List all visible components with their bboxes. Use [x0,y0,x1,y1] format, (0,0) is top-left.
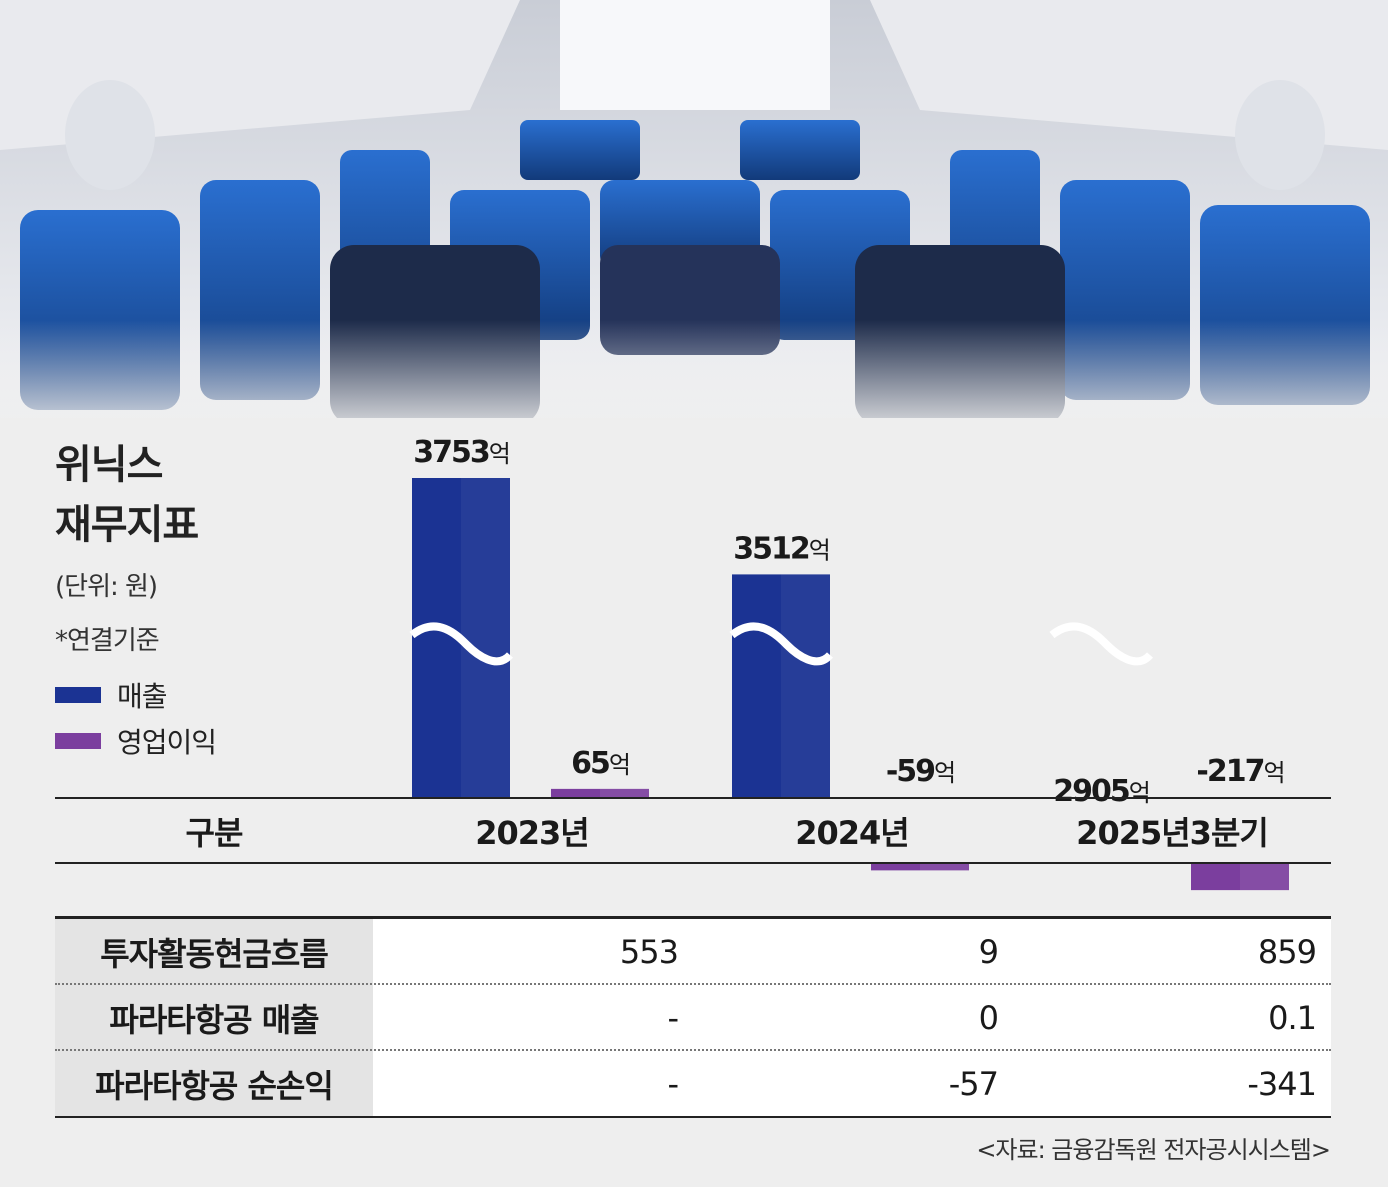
cell-parata-net-2023: - [667,1065,679,1103]
cell-investment-2024: 9 [978,933,999,971]
data-label-revenue-0: 3753억 [413,435,509,470]
row-divider [55,983,1331,985]
table-top-rule [55,797,1331,799]
legend-label-revenue: 매출 [117,680,168,713]
cell-investment-2025q3: 859 [1257,933,1317,971]
legend-item-operating-profit: 영업이익 [55,721,217,761]
axis-break-wave-2 [1049,622,1154,666]
bar-revenue-1 [732,574,830,797]
table-bottom-rule [55,1116,1331,1118]
bar-operating-profit-2 [1191,863,1289,891]
cell-parata-revenue-2024: 0 [978,999,999,1037]
data-label-operating-profit-2: -217억 [1196,754,1283,789]
chart-title-line-2: 재무지표 [55,502,199,548]
bar-operating-profit-1 [871,863,969,871]
data-label-revenue-1: 3512억 [733,531,829,566]
chart-title-line-1: 위닉스 [55,442,163,488]
source-note: <자료: 금융감독원 전자공시시스템> [976,1136,1331,1164]
table-header-label: 구분 [185,814,244,852]
legend-swatch-operating-profit [55,733,101,749]
basis-note: *연결기준 [55,626,160,656]
legend-label-operating-profit: 영업이익 [117,726,217,759]
data-label-operating-profit-0: 65억 [571,746,629,781]
row-divider [55,1049,1331,1051]
legend-swatch-revenue [55,687,101,703]
bar-operating-profit-0 [551,788,649,797]
category-label-2023: 2023년 [475,814,590,852]
bar-operating-profit-shade-1 [920,863,969,871]
data-label-operating-profit-1: -59억 [886,754,954,789]
axis-break-wave-0 [409,622,514,666]
cell-parata-net-2025q3: -341 [1247,1065,1317,1103]
data-label-revenue-2: 2905억 [1053,774,1149,809]
bar-revenue-shade-1 [781,574,830,797]
cell-parata-revenue-2025q3: 0.1 [1268,999,1317,1037]
bar-operating-profit-shade-0 [600,788,649,797]
cell-parata-revenue-2023: - [667,999,679,1037]
row-label-investment-cashflow: 투자활동현금흐름 [55,919,373,985]
category-label-2024: 2024년 [795,814,910,852]
cell-investment-2023: 553 [619,933,679,971]
cell-parata-net-2024: -57 [948,1065,999,1103]
bar-revenue-shade-0 [461,478,510,797]
row-label-parata-net-income: 파라타항공 순손익 [55,1051,373,1117]
table-row [373,919,1331,985]
category-label-2025q3: 2025년3분기 [1076,814,1269,852]
header-bottom-rule [55,862,1331,864]
table-row [373,1051,1331,1117]
row-label-parata-revenue: 파라타항공 매출 [55,985,373,1051]
unit-note: (단위: 원) [55,572,158,602]
legend-item-revenue: 매출 [55,675,168,715]
axis-break-wave-1 [729,622,834,666]
table-row [373,985,1331,1051]
bar-operating-profit-shade-2 [1240,863,1289,891]
table-body-top-rule [55,916,1331,919]
